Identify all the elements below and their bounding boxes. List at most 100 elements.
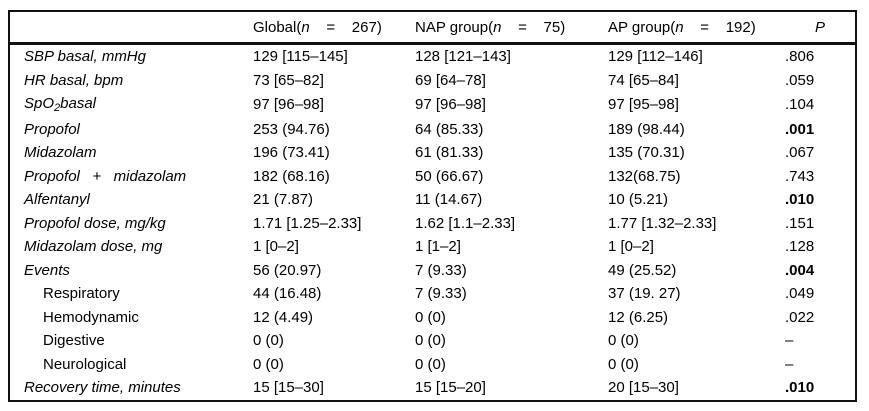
row-label: Midazolam <box>24 144 97 161</box>
cell-ap: 135 (70.31) <box>608 144 685 161</box>
row-label: Digestive <box>43 332 105 349</box>
cell-global: 21 (7.87) <box>253 191 314 208</box>
group-name: AP group( <box>608 18 676 36</box>
row-label: Propofol <box>24 120 80 138</box>
cell-ap: 132(68.75) <box>608 167 681 185</box>
sedation-outcomes-table: Global(n = 267) NAP group(n = 75) AP group… <box>10 12 855 400</box>
column-header-ap-group: AP group(n = 192) <box>608 12 785 45</box>
column-header-global: Global(n = 267) <box>253 12 415 45</box>
cell-global: 56 (20.97) <box>253 261 322 279</box>
n-symbol: n <box>675 18 684 36</box>
cell-p-value: .010 <box>785 379 815 396</box>
row-label: Recovery time, minutes <box>24 379 181 396</box>
cell-nap: 50 (66.67) <box>415 167 484 185</box>
cell-p-value: .010 <box>785 191 815 208</box>
cell-p-value: – <box>785 355 794 373</box>
cell-global: 1.71 [1.25–2.33] <box>253 214 362 232</box>
table-row: Digestive 0 (0) 0 (0) 0 (0) – <box>10 329 855 353</box>
table-row: HR basal, bpm 73 [65–82] 69 [64–78] 74 [65–… <box>10 69 855 93</box>
cell-nap: 61 (81.33) <box>415 144 484 161</box>
table-row: Hemodynamic 12 (4.49) 0 (0) 12 (6.25) .022 <box>10 306 855 330</box>
cell-ap: 0 (0) <box>608 332 639 349</box>
cell-p-value: .067 <box>785 144 815 161</box>
cell-nap: 7 (9.33) <box>415 261 467 279</box>
cell-nap: 0 (0) <box>415 332 446 349</box>
cell-nap: 0 (0) <box>415 355 446 373</box>
cell-p-value: .806 <box>785 48 815 65</box>
column-header-row-label <box>10 12 253 45</box>
cell-ap: 0 (0) <box>608 355 639 373</box>
cell-global: 196 (73.41) <box>253 144 330 161</box>
cell-nap: 64 (85.33) <box>415 120 484 138</box>
cell-ap: 20 [15–30] <box>608 379 679 396</box>
cell-global: 44 (16.48) <box>253 285 322 302</box>
table-row: Propofol 253 (94.76) 64 (85.33) 189 (98.44)… <box>10 118 855 142</box>
n-symbol: n <box>301 18 310 36</box>
cell-ap: 129 [112–146] <box>608 48 703 65</box>
cell-global: 129 [115–145] <box>253 48 348 65</box>
table-row: Neurological 0 (0) 0 (0) 0 (0) – <box>10 353 855 377</box>
cell-ap: 49 (25.52) <box>608 261 677 279</box>
table-row: Alfentanyl 21 (7.87) 11 (14.67) 10 (5.21) .0… <box>10 188 855 212</box>
cell-nap: 11 (14.67) <box>415 191 483 208</box>
row-label: Neurological <box>43 355 127 373</box>
label-text: basal <box>60 95 96 112</box>
table-row: Events 56 (20.97) 7 (9.33) 49 (25.52) .004 <box>10 259 855 283</box>
header-row: Global(n = 267) NAP group(n = 75) AP group… <box>10 12 855 45</box>
cell-ap: 10 (5.21) <box>608 191 669 208</box>
cell-ap: 37 (19. 27) <box>608 285 681 302</box>
cell-ap: 74 [65–84] <box>608 71 679 89</box>
cell-global: 182 (68.16) <box>253 167 330 185</box>
cell-global: 0 (0) <box>253 332 284 349</box>
cell-nap: 0 (0) <box>415 308 446 326</box>
cell-nap: 15 [15–20] <box>415 379 486 396</box>
cell-nap: 1.62 [1.1–2.33] <box>415 214 516 232</box>
cell-p-value: .001 <box>785 120 815 138</box>
table-row: SBP basal, mmHg 129 [115–145] 128 [121–143… <box>10 44 855 69</box>
cell-ap: 1 [0–2] <box>608 238 654 255</box>
cell-nap: 7 (9.33) <box>415 285 467 302</box>
n-symbol: n <box>493 18 502 36</box>
cell-nap: 97 [96–98] <box>415 96 486 113</box>
row-label: HR basal, bpm <box>24 71 124 89</box>
row-label: SBP basal, mmHg <box>24 48 146 65</box>
table-row: Propofol + midazolam 182 (68.16) 50 (66.67… <box>10 165 855 189</box>
cell-p-value: .004 <box>785 261 815 279</box>
cell-p-value: .128 <box>785 238 815 255</box>
cell-p-value: .151 <box>785 214 815 232</box>
cell-global: 0 (0) <box>253 355 284 373</box>
column-header-p: P <box>785 12 855 45</box>
table-row: Midazolam dose, mg 1 [0–2] 1 [1–2] 1 [0–2].… <box>10 235 855 259</box>
cell-global: 15 [15–30] <box>253 379 324 396</box>
cell-ap: 189 (98.44) <box>608 120 685 138</box>
cell-ap: 12 (6.25) <box>608 308 669 326</box>
table-row: Respiratory 44 (16.48) 7 (9.33) 37 (19. 27)… <box>10 282 855 306</box>
cell-p-value: .104 <box>785 96 815 113</box>
group-n-count: = 192) <box>683 18 756 36</box>
row-label: Respiratory <box>43 285 120 302</box>
cell-p-value: – <box>785 332 794 349</box>
cell-global: 97 [96–98] <box>253 96 324 113</box>
row-label: Alfentanyl <box>24 191 90 208</box>
cell-global: 1 [0–2] <box>253 238 299 255</box>
table-row: Recovery time, minutes 15 [15–30] 15 [15–2… <box>10 376 855 400</box>
row-label: Propofol + midazolam <box>24 167 187 185</box>
cell-ap: 97 [95–98] <box>608 96 679 113</box>
group-name: Global( <box>253 18 302 36</box>
row-label: Events <box>24 261 70 279</box>
label-text: SpO <box>24 95 55 112</box>
table-body: SBP basal, mmHg 129 [115–145] 128 [121–143… <box>10 44 855 400</box>
table-row: SpO2basal 97 [96–98] 97 [96–98] 97 [95–98].… <box>10 92 855 118</box>
row-label: Midazolam dose, mg <box>24 238 163 255</box>
table-header: Global(n = 267) NAP group(n = 75) AP group… <box>10 12 855 45</box>
cell-ap: 1.77 [1.32–2.33] <box>608 214 717 232</box>
group-n-count: = 267) <box>309 18 382 36</box>
row-label: Propofol dose, mg/kg <box>24 214 166 232</box>
column-header-nap-group: NAP group(n = 75) <box>415 12 608 45</box>
group-n-count: = 75) <box>501 18 566 36</box>
cell-nap: 1 [1–2] <box>415 238 461 255</box>
cell-nap: 69 [64–78] <box>415 71 486 89</box>
label-subscript: 2 <box>54 102 61 114</box>
group-name: NAP group( <box>415 18 494 36</box>
cell-p-value: .059 <box>785 71 815 89</box>
